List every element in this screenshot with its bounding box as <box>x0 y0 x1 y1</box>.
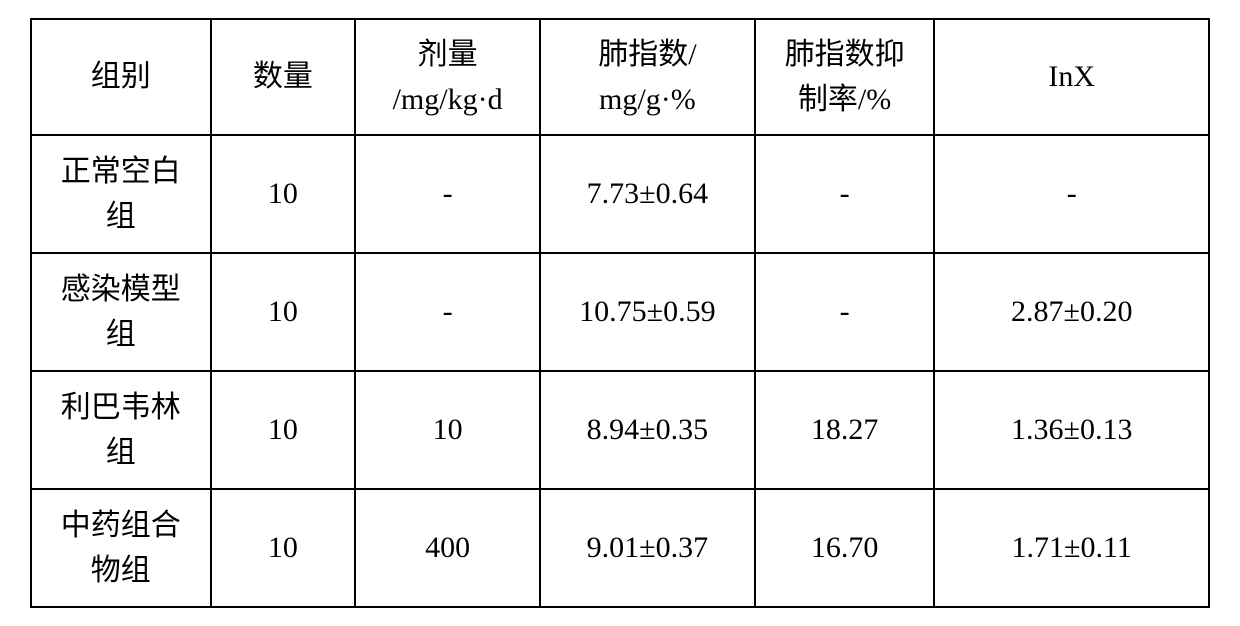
header-row: 组别 数量 剂量 /mg/kg·d 肺指数/ mg/g·% 肺指数抑 制率/% … <box>31 19 1209 135</box>
header-group: 组别 <box>31 19 211 135</box>
cell-dose: - <box>355 135 540 253</box>
header-lung-index: 肺指数/ mg/g·% <box>540 19 755 135</box>
cell-count: 10 <box>211 489 356 607</box>
group-line1: 中药组合 <box>61 509 181 542</box>
cell-inx: 1.36±0.13 <box>934 371 1209 489</box>
cell-lung-index: 7.73±0.64 <box>540 135 755 253</box>
group-line1: 感染模型 <box>61 273 181 306</box>
cell-group: 利巴韦林 组 <box>31 371 211 489</box>
cell-inhibition: - <box>755 253 935 371</box>
group-line2: 物组 <box>91 554 151 587</box>
cell-inhibition: 16.70 <box>755 489 935 607</box>
cell-group: 感染模型 组 <box>31 253 211 371</box>
cell-inx: 1.71±0.11 <box>934 489 1209 607</box>
cell-group: 正常空白 组 <box>31 135 211 253</box>
data-table: 组别 数量 剂量 /mg/kg·d 肺指数/ mg/g·% 肺指数抑 制率/% … <box>30 18 1210 608</box>
header-count: 数量 <box>211 19 356 135</box>
cell-count: 10 <box>211 135 356 253</box>
table-row: 利巴韦林 组 10 10 8.94±0.35 18.27 1.36±0.13 <box>31 371 1209 489</box>
cell-inhibition: - <box>755 135 935 253</box>
cell-dose: 400 <box>355 489 540 607</box>
cell-inx: - <box>934 135 1209 253</box>
cell-dose: 10 <box>355 371 540 489</box>
header-inhibition-line2: 制率/% <box>798 83 891 116</box>
cell-group: 中药组合 物组 <box>31 489 211 607</box>
cell-lung-index: 9.01±0.37 <box>540 489 755 607</box>
group-line2: 组 <box>106 200 136 233</box>
table-row: 中药组合 物组 10 400 9.01±0.37 16.70 1.71±0.11 <box>31 489 1209 607</box>
table-body: 正常空白 组 10 - 7.73±0.64 - - 感染模型 组 10 - 10… <box>31 135 1209 607</box>
table-header: 组别 数量 剂量 /mg/kg·d 肺指数/ mg/g·% 肺指数抑 制率/% … <box>31 19 1209 135</box>
cell-inhibition: 18.27 <box>755 371 935 489</box>
header-inhibition-line1: 肺指数抑 <box>785 38 905 71</box>
table-row: 感染模型 组 10 - 10.75±0.59 - 2.87±0.20 <box>31 253 1209 371</box>
header-inx: InX <box>934 19 1209 135</box>
header-lung-index-line2: mg/g·% <box>599 83 696 116</box>
cell-count: 10 <box>211 371 356 489</box>
cell-inx: 2.87±0.20 <box>934 253 1209 371</box>
group-line2: 组 <box>106 436 136 469</box>
group-line2: 组 <box>106 318 136 351</box>
header-inhibition: 肺指数抑 制率/% <box>755 19 935 135</box>
cell-count: 10 <box>211 253 356 371</box>
header-lung-index-line1: 肺指数/ <box>598 38 696 71</box>
header-dose-line1: 剂量 <box>418 38 478 71</box>
group-line1: 利巴韦林 <box>61 391 181 424</box>
table-row: 正常空白 组 10 - 7.73±0.64 - - <box>31 135 1209 253</box>
cell-dose: - <box>355 253 540 371</box>
cell-lung-index: 10.75±0.59 <box>540 253 755 371</box>
cell-lung-index: 8.94±0.35 <box>540 371 755 489</box>
header-dose: 剂量 /mg/kg·d <box>355 19 540 135</box>
header-dose-line2: /mg/kg·d <box>393 83 503 116</box>
group-line1: 正常空白 <box>61 155 181 188</box>
